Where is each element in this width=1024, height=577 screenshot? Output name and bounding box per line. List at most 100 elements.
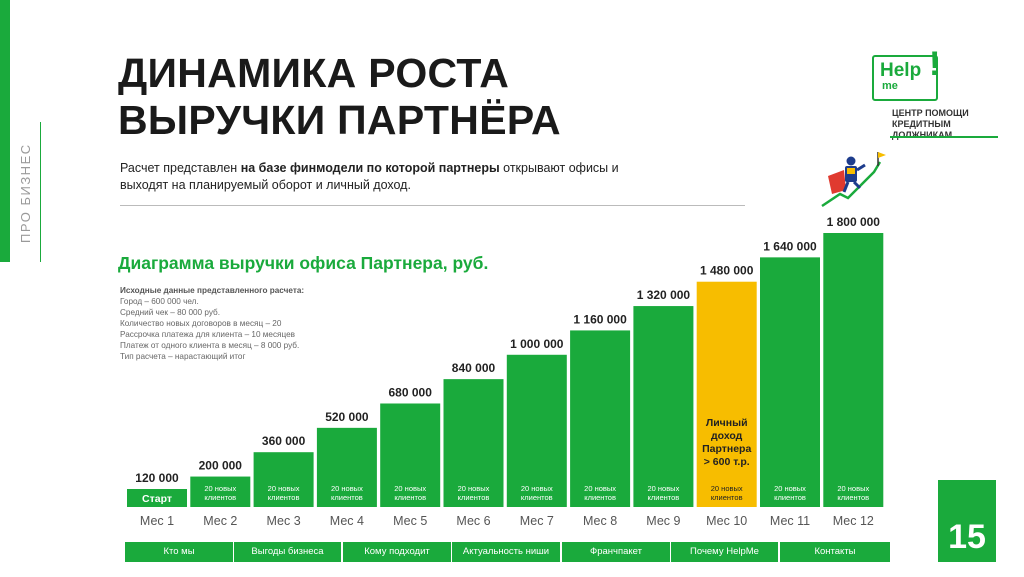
logo-caption: ЦЕНТР ПОМОЩИ КРЕДИТНЫМ ДОЛЖНИКАМ: [892, 108, 998, 141]
helpme-logo: Help me ! ЦЕНТР ПОМОЩИ КРЕДИТНЫМ ДОЛЖНИК…: [872, 45, 998, 141]
x-tick-label-12: Мес 12: [833, 514, 874, 528]
x-tick-label-1: Мес 1: [140, 514, 174, 528]
value-label-7: 1 000 000: [510, 337, 564, 351]
page-number: 15: [948, 518, 986, 556]
value-label-4: 520 000: [325, 410, 369, 424]
bar-inner-label: клиентов: [837, 493, 869, 502]
bar-9: [633, 306, 694, 507]
slide-title: ДИНАМИКА РОСТА ВЫРУЧКИ ПАРТНЁРА: [118, 50, 561, 143]
bar-3: [253, 452, 314, 507]
x-tick-label-6: Мес 6: [456, 514, 490, 528]
bar-7: [506, 354, 567, 507]
nav-who-we-are[interactable]: Кто мы: [125, 542, 233, 562]
nav-franchise-package[interactable]: Франчпакет: [562, 542, 670, 562]
bar-inner-label: 20 новых: [268, 484, 300, 493]
bar-5: [380, 403, 441, 507]
bar-10: [696, 281, 757, 507]
bar-inner-label: клиентов: [774, 493, 806, 502]
bar-inner-label: клиентов: [521, 493, 553, 502]
assumptions-block: Исходные данные представленного расчета:…: [120, 285, 340, 362]
bar-inner-label: 20 новых: [774, 484, 806, 493]
x-tick-label-7: Мес 7: [520, 514, 554, 528]
logo-help-text: Help: [880, 60, 922, 81]
logo-frame: Help me: [872, 55, 938, 101]
slide-navigation: Кто мы Выгоды бизнеса Кому подходит Акту…: [125, 542, 890, 562]
side-accent-bar: [0, 0, 10, 262]
logo-caption-line1: ЦЕНТР ПОМОЩИ: [892, 108, 969, 118]
value-label-8: 1 160 000: [573, 312, 627, 326]
value-label-9: 1 320 000: [637, 288, 691, 302]
assumption-line: Количество новых договоров в месяц – 20: [120, 319, 282, 328]
logo-caption-line2: КРЕДИТНЫМ ДОЛЖНИКАМ: [892, 119, 953, 140]
highlight-note-line: > 600 т.р.: [704, 456, 750, 468]
slide-subtitle: Расчет представлен на базе финмодели по …: [120, 160, 620, 194]
bar-6: [443, 379, 504, 507]
bar-inner-label: 20 новых: [204, 484, 236, 493]
bar-inner-label: 20 новых: [711, 484, 743, 493]
nav-contacts[interactable]: Контакты: [780, 542, 890, 562]
value-label-2: 200 000: [199, 459, 243, 473]
highlight-note-line: Партнера: [702, 443, 751, 455]
assumption-line: Рассрочка платежа для клиента – 10 месяц…: [120, 330, 295, 339]
x-tick-label-5: Мес 5: [393, 514, 427, 528]
bar-inner-label: клиентов: [584, 493, 616, 502]
bar-1: [127, 489, 187, 507]
x-tick-label-8: Мес 8: [583, 514, 617, 528]
highlight-note-line: Личный: [706, 417, 748, 429]
bar-inner-label: клиентов: [648, 493, 680, 502]
nav-why-helpme[interactable]: Почему HelpMe: [671, 542, 778, 562]
nav-business-benefits[interactable]: Выгоды бизнеса: [234, 542, 341, 562]
highlight-note-line: доход: [711, 430, 743, 442]
bar-inner-label: 20 новых: [331, 484, 363, 493]
bar-inner-label: 20 новых: [647, 484, 679, 493]
logo-exclamation: !: [929, 45, 941, 83]
bar-12: [823, 233, 884, 507]
subtitle-bold: на базе финмодели по которой партнеры: [240, 161, 500, 175]
bar-2: [190, 476, 251, 507]
assumption-line: Тип расчета – нарастающий итог: [120, 352, 246, 361]
value-label-1: 120 000: [135, 471, 179, 485]
logo-me-text: me: [882, 80, 898, 92]
x-tick-label-4: Мес 4: [330, 514, 364, 528]
bar-4: [316, 427, 377, 507]
value-label-5: 680 000: [389, 385, 433, 399]
assumptions-heading: Исходные данные представленного расчета:: [120, 286, 305, 295]
bar-8: [570, 330, 631, 507]
bar-inner-label: клиентов: [204, 493, 236, 502]
value-label-3: 360 000: [262, 434, 306, 448]
x-tick-label-11: Мес 11: [770, 514, 810, 528]
subtitle-part2: открывают офисы и выходят на планируемый…: [120, 161, 619, 192]
side-divider-line: [40, 122, 41, 262]
bar-inner-label: клиентов: [331, 493, 363, 502]
nav-niche-relevance[interactable]: Актуальность ниши: [452, 542, 560, 562]
assumption-line: Город – 600 000 чел.: [120, 297, 199, 306]
header-divider: [120, 205, 745, 206]
x-tick-label-2: Мес 2: [203, 514, 237, 528]
logo-underline: [890, 136, 998, 138]
x-tick-label-3: Мес 3: [267, 514, 301, 528]
bar-inner-label: 20 новых: [584, 484, 616, 493]
bar-inner-label: 20 новых: [521, 484, 553, 493]
bar-inner-label: клиентов: [268, 493, 300, 502]
value-label-12: 1 800 000: [827, 215, 881, 229]
chart-title: Диаграмма выручки офиса Партнера, руб.: [118, 253, 489, 273]
x-tick-label-9: Мес 9: [646, 514, 680, 528]
value-label-11: 1 640 000: [763, 239, 817, 253]
subtitle-part1: Расчет представлен: [120, 161, 241, 175]
bar-inner-label: Старт: [142, 493, 172, 505]
bar-inner-label: 20 новых: [458, 484, 490, 493]
assumption-line: Платеж от одного клиента в месяц – 8 000…: [120, 341, 300, 350]
x-tick-label-10: Мес 10: [706, 514, 747, 528]
bar-11: [760, 257, 820, 507]
assumption-line: Средний чек – 80 000 руб.: [120, 308, 220, 317]
page-number-box: 15: [938, 480, 996, 562]
value-label-10: 1 480 000: [700, 264, 754, 278]
bar-inner-label: клиентов: [711, 493, 743, 502]
bar-inner-label: 20 новых: [837, 484, 869, 493]
bar-inner-label: 20 новых: [394, 484, 426, 493]
bar-inner-label: клиентов: [458, 493, 490, 502]
superhero-climbing-icon: [821, 152, 886, 208]
nav-who-fits[interactable]: Кому подходит: [343, 542, 451, 562]
value-label-6: 840 000: [452, 361, 496, 375]
